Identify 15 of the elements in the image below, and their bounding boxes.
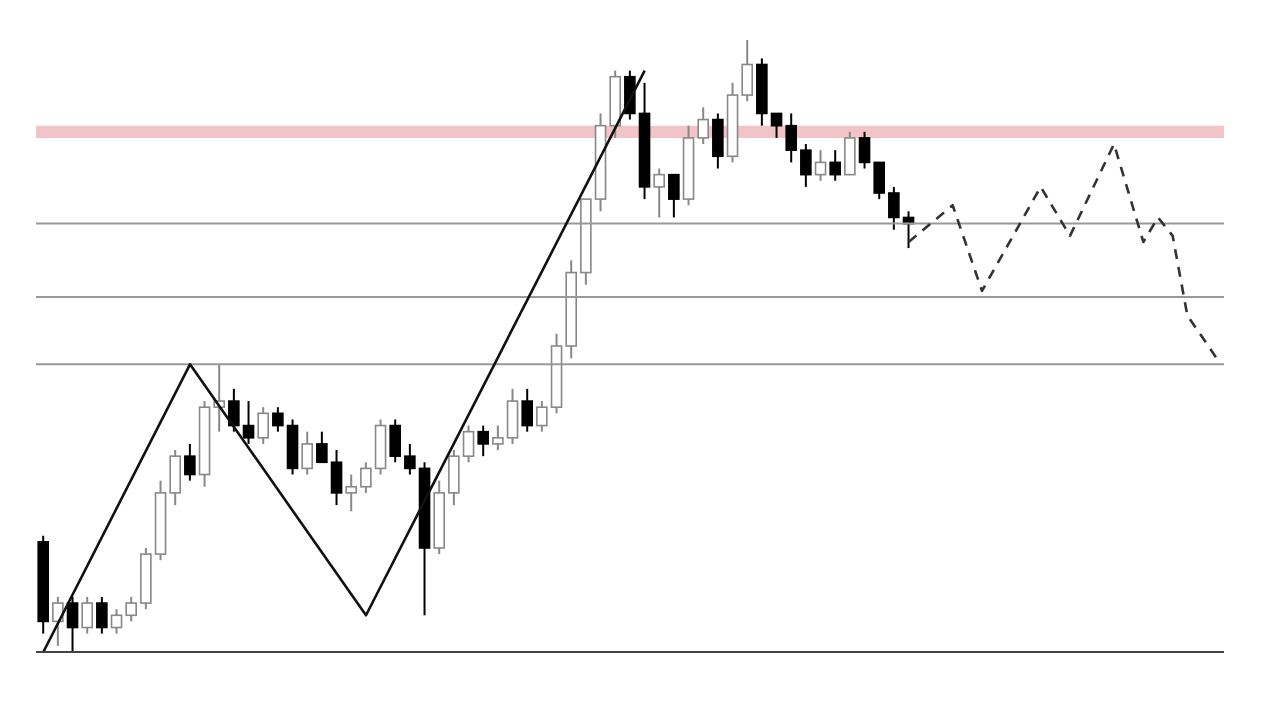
candlestick <box>66 595 79 652</box>
candlestick <box>96 595 108 635</box>
candlestick <box>81 595 93 635</box>
candlestick <box>814 149 827 182</box>
candlestick <box>668 173 680 219</box>
candlestick <box>301 430 313 476</box>
candlestick <box>184 442 196 482</box>
candlestick <box>521 387 533 433</box>
candlestick <box>653 167 665 219</box>
candlestick <box>52 595 64 647</box>
candlestick <box>477 424 489 458</box>
candlestick <box>257 406 269 445</box>
candlestick <box>829 149 841 182</box>
candlestick <box>844 130 856 176</box>
candlestick <box>712 112 724 170</box>
